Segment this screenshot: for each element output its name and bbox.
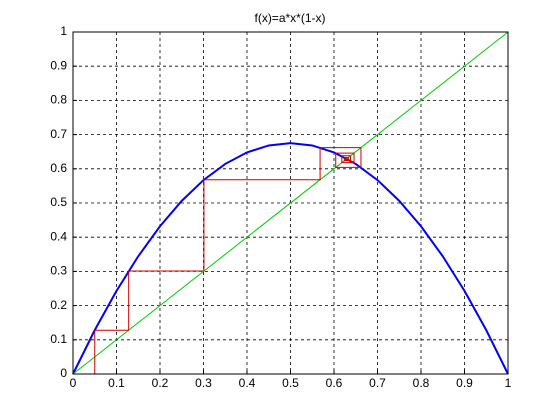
- x-tick-label: 0.2: [152, 376, 169, 390]
- y-tick-label: 0: [60, 366, 67, 380]
- y-tick-label: 0.5: [50, 195, 67, 209]
- x-tick-label: 0: [70, 376, 77, 390]
- y-tick-label: 0.6: [50, 161, 67, 175]
- x-tick-label: 0.6: [326, 376, 343, 390]
- data-line: [72, 142, 509, 375]
- x-tick-label: 0.9: [456, 376, 473, 390]
- x-tick-label: 0.7: [369, 376, 386, 390]
- y-tick-label: 0.8: [50, 93, 67, 107]
- x-tick-label: 1: [505, 376, 512, 390]
- data-line: [94, 147, 362, 374]
- y-tick-label: 1: [60, 24, 67, 38]
- y-tick-label: 0.9: [50, 58, 67, 72]
- y-tick-label: 0.4: [50, 229, 67, 243]
- chart-title: f(x)=a*x*(1-x): [254, 11, 325, 25]
- plot-frame: [72, 31, 509, 375]
- y-tick-label: 0.2: [50, 298, 67, 312]
- x-tick-label: 0.8: [413, 376, 430, 390]
- y-tick-label: 0.7: [50, 127, 67, 141]
- x-tick-label: 0.1: [108, 376, 125, 390]
- x-tick-label: 0.5: [282, 376, 299, 390]
- x-tick-label: 0.4: [239, 376, 256, 390]
- x-tick-label: 0.3: [195, 376, 212, 390]
- data-line: [72, 31, 509, 375]
- y-tick-label: 0.1: [50, 332, 67, 346]
- y-tick-label: 0.3: [50, 264, 67, 278]
